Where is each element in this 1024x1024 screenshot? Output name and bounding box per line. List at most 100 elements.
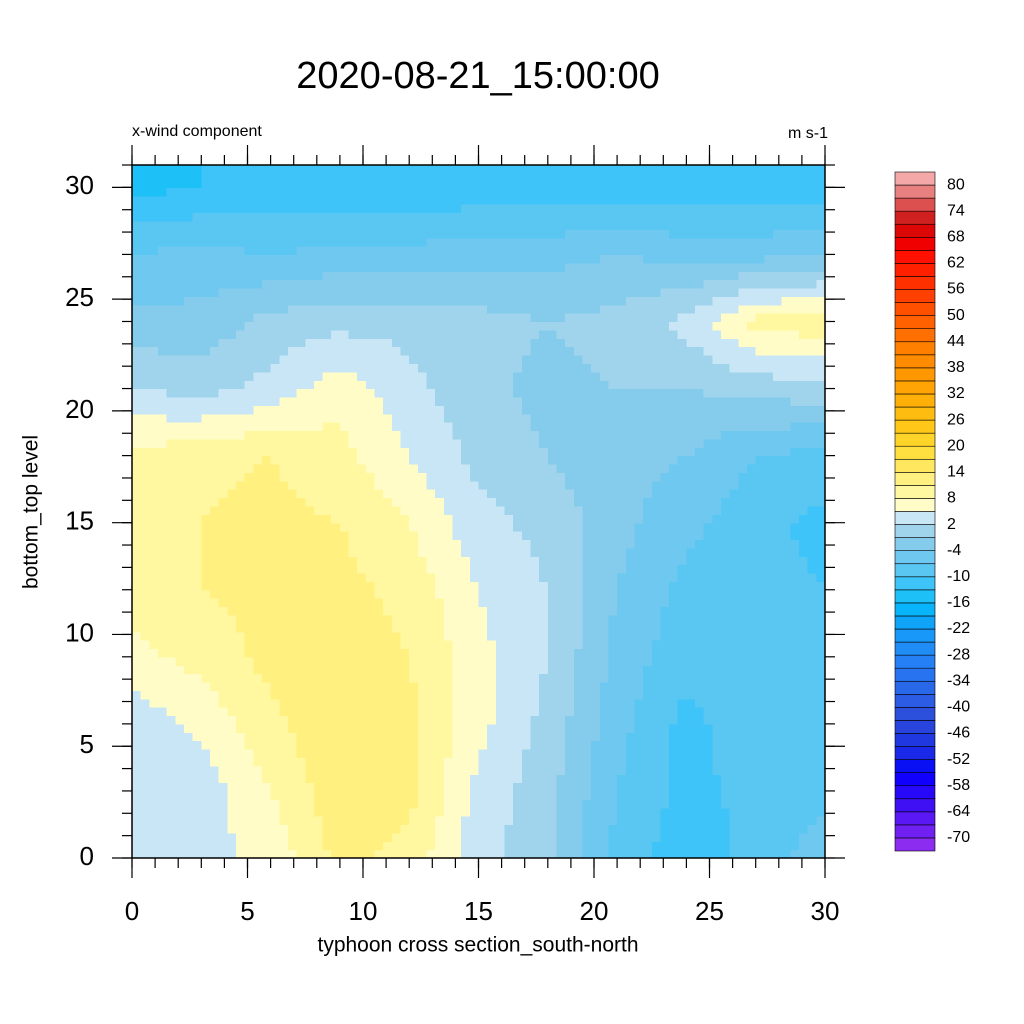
contour-cell (513, 790, 523, 800)
contour-cell (339, 522, 350, 532)
contour-cell (721, 631, 731, 641)
contour-cell (409, 572, 419, 582)
contour-cell (513, 430, 523, 440)
contour-cell (773, 749, 783, 759)
contour-cell (686, 715, 696, 725)
contour-cell (452, 749, 462, 759)
contour-cell (331, 623, 341, 633)
contour-cell (738, 396, 748, 406)
contour-cell (409, 405, 419, 415)
contour-cell (634, 556, 644, 566)
contour-cell (807, 757, 817, 767)
contour-cell (686, 623, 696, 633)
contour-cell (417, 589, 428, 599)
contour-cell (244, 539, 254, 549)
contour-cell (738, 539, 748, 549)
contour-cell (253, 572, 263, 582)
contour-cell (166, 849, 176, 859)
contour-cell (807, 547, 817, 557)
contour-cell (270, 338, 280, 348)
contour-cell (565, 338, 575, 348)
contour-cell (357, 799, 367, 809)
contour-cell (547, 363, 558, 373)
contour-cell (400, 430, 410, 440)
contour-cell (305, 740, 315, 750)
contour-cell (383, 371, 393, 381)
contour-cell (495, 707, 506, 717)
contour-cell (132, 581, 142, 591)
contour-cell (157, 329, 168, 339)
contour-cell (530, 572, 540, 582)
contour-cell (703, 640, 713, 650)
contour-cell (417, 631, 428, 641)
contour-cell (443, 790, 454, 800)
contour-cell (132, 514, 142, 524)
contour-cell (426, 824, 436, 834)
contour-cell (279, 430, 289, 440)
contour-cell (192, 447, 202, 457)
contour-cell (660, 355, 670, 364)
contour-cell (478, 832, 488, 842)
contour-cell (287, 824, 298, 834)
contour-cell (608, 556, 618, 566)
contour-cell (669, 480, 679, 490)
contour-cell (565, 413, 575, 423)
contour-cell (175, 606, 185, 616)
contour-cell (357, 355, 367, 364)
contour-cell (634, 514, 644, 524)
contour-cell (244, 648, 254, 658)
contour-cell (235, 321, 246, 331)
contour-cell (651, 438, 662, 448)
contour-cell (513, 338, 523, 348)
contour-cell (157, 606, 168, 616)
contour-cell (530, 832, 540, 842)
contour-cell (565, 782, 575, 792)
contour-cell (348, 690, 358, 700)
contour-cell (738, 556, 748, 566)
contour-cell (348, 430, 358, 440)
contour-cell (357, 631, 367, 641)
contour-cell (495, 631, 506, 641)
contour-cell (313, 832, 324, 842)
contour-cell (565, 505, 575, 515)
contour-cell (365, 422, 376, 432)
contour-cell (461, 715, 471, 725)
contour-cell (643, 790, 653, 800)
contour-cell (721, 782, 731, 792)
contour-cell (357, 380, 367, 390)
contour-cell (487, 522, 497, 532)
contour-cell (409, 749, 419, 759)
contour-cell (270, 355, 280, 364)
contour-cell (799, 782, 809, 792)
contour-cell (461, 816, 471, 826)
contour-cell (495, 841, 506, 851)
contour-cell (660, 556, 670, 566)
contour-cell (539, 338, 549, 348)
contour-cell (582, 782, 592, 792)
contour-cell (504, 413, 514, 423)
contour-cell (703, 514, 713, 524)
contour-cell (469, 413, 480, 423)
contour-cell (677, 648, 687, 658)
contour-cell (660, 614, 670, 624)
contour-cell (391, 782, 402, 792)
contour-cell (409, 438, 419, 448)
contour-cell (175, 832, 185, 842)
contour-cell (374, 396, 384, 406)
contour-cell (270, 631, 280, 641)
contour-cell (703, 749, 713, 759)
contour-cell (218, 707, 228, 717)
contour-cell (261, 807, 272, 817)
contour-cell (634, 832, 644, 842)
contour-cell (513, 774, 523, 784)
contour-cell (469, 363, 480, 373)
contour-cell (183, 447, 194, 457)
contour-cell (530, 598, 540, 608)
contour-cell (140, 648, 150, 658)
contour-cell (140, 380, 150, 390)
contour-cell (209, 396, 220, 406)
contour-cell (686, 572, 696, 582)
contour-cell (495, 329, 506, 339)
contour-cell (270, 371, 280, 381)
contour-cell (738, 422, 748, 432)
